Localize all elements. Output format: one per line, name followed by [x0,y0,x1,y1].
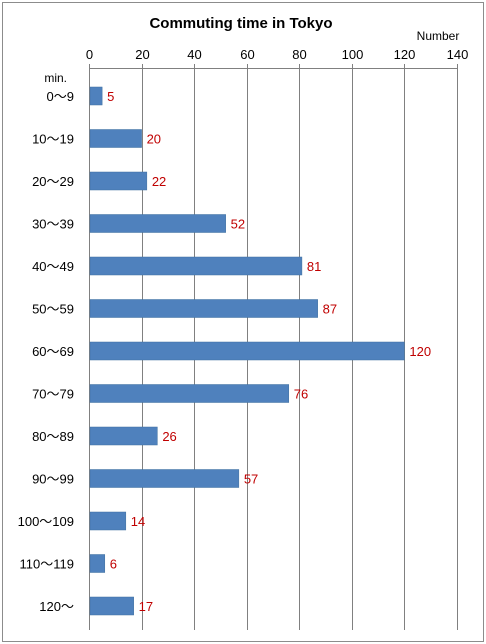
x-tick-label: 140 [447,47,469,62]
bar [89,341,405,361]
bar [89,129,142,148]
category-label: 110～119 [20,557,74,572]
bar [89,426,158,446]
bar [89,171,148,191]
data-label: 76 [294,387,308,402]
data-label: 20 [147,132,161,147]
category-label: 30～39 [32,217,74,232]
x-tick-label: 60 [240,47,254,62]
category-label: 120～ [39,599,74,614]
data-label: 52 [231,217,245,232]
x-tick-label: 80 [292,47,306,62]
x-tick-label: 120 [394,47,416,62]
x-tick-labels: 0 20 40 60 80 100 120 140 [86,47,468,62]
category-label: 10～19 [32,132,74,147]
category-label: 80～89 [32,429,74,444]
x-tick-label: 20 [135,47,149,62]
bars [89,86,405,616]
data-label: 120 [409,344,431,359]
data-labels: 5 20 22 52 81 87 120 76 26 57 14 6 17 [107,89,431,614]
bar [89,469,240,488]
category-label: 60～69 [32,344,74,359]
bar [89,596,134,616]
x-tick-label: 0 [86,47,93,62]
category-label: 70～79 [32,387,74,402]
x-tick-label: 40 [187,47,201,62]
y-axis-label: min. [44,71,67,85]
category-label: 100～109 [18,514,74,529]
data-label: 87 [323,302,337,317]
category-label: 40～49 [32,259,74,274]
bar [89,214,226,233]
bar [89,299,318,318]
data-label: 14 [131,514,145,529]
category-labels: 0～9 10～19 20～29 30～39 40～49 50～59 60～69 70～79 80… [18,89,74,614]
chart-title: Commuting time in Tokyo [149,15,332,32]
x-tick-label: 100 [342,47,364,62]
category-label: 0～9 [47,89,74,104]
category-label: 50～59 [32,302,74,317]
data-label: 22 [152,174,166,189]
data-label: 17 [139,599,153,614]
category-label: 90～99 [32,472,74,487]
data-label: 57 [244,472,258,487]
bar [89,86,103,106]
bar [89,256,303,276]
data-label: 81 [307,259,321,274]
bar [89,554,106,573]
x-axis-label: Number [417,29,460,43]
bar [89,511,127,531]
bar [89,384,290,403]
data-label: 5 [107,89,114,104]
data-label: 26 [162,429,176,444]
data-label: 6 [110,557,117,572]
category-label: 20～29 [32,174,74,189]
